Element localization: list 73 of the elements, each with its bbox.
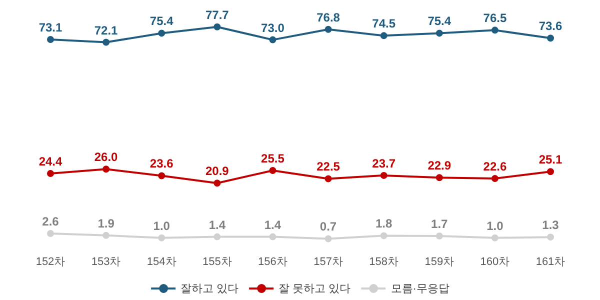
data-label: 1.4 [208,218,226,232]
data-label: 75.4 [150,14,174,28]
data-label: 1.3 [542,218,560,232]
point [324,26,332,33]
data-label: 1.0 [486,218,504,233]
data-label: 73.1 [38,20,63,35]
data-label: 72.1 [94,23,118,38]
point [269,233,276,240]
data-label: 20.9 [205,164,230,178]
data-label: 0.7 [320,220,337,234]
data-label: 25.5 [261,151,285,166]
legend-label: 모름·무응답 [390,282,450,296]
data-label: 22.9 [428,158,452,173]
point [158,172,166,180]
x-tick-label: 156차 [258,256,288,268]
point [269,36,276,44]
x-tick-label: 155차 [202,256,232,268]
point [547,234,554,241]
data-label: 73.6 [538,19,563,34]
point [324,175,332,182]
point [491,234,498,242]
point [324,235,332,242]
x-tick-label: 160차 [480,256,510,268]
point [47,230,54,237]
x-tick-label: 154차 [146,256,176,268]
point [436,30,443,37]
point [102,38,110,46]
x-tick-label: 157차 [314,256,343,268]
data-label: 22.5 [316,160,340,174]
data-label: 1.4 [264,218,282,232]
point [47,36,54,44]
x-tick-label: 161차 [536,256,566,268]
data-label: 1.7 [431,216,448,231]
point [158,30,166,37]
point [102,166,110,173]
data-label: 1.0 [153,218,170,233]
point [380,32,388,40]
data-label: 23.6 [150,156,174,171]
point [547,34,554,42]
x-tick-label: 153차 [91,256,121,268]
point [158,234,166,242]
point [436,232,443,240]
data-label: 73.0 [261,20,285,35]
data-label: 2.6 [42,214,60,228]
data-label: 76.8 [316,10,340,24]
point [214,180,221,187]
point [436,174,443,182]
x-tick-label: 159차 [424,256,454,268]
x-tick-label: 158차 [369,256,399,268]
point [102,232,110,239]
data-label: 23.7 [372,156,396,170]
point [491,26,498,34]
point [491,174,498,182]
point [380,172,388,179]
data-label: 26.0 [94,150,118,164]
point [47,170,54,178]
data-label: 77.7 [205,8,230,22]
point [269,166,276,174]
data-label: 75.4 [428,14,452,28]
point [380,232,388,240]
point [214,233,221,240]
data-label: 76.5 [483,11,507,26]
data-label: 24.4 [38,154,63,169]
legend-label: 잘하고 있다 [180,282,239,296]
data-label: 74.5 [372,16,396,31]
point [214,23,221,30]
point [547,168,554,176]
x-tick-label: 152차 [36,256,66,268]
data-label: 1.8 [375,216,392,231]
data-label: 25.1 [538,152,563,167]
legend-label: 잘 못하고 있다 [278,282,351,296]
data-label: 1.9 [98,216,115,230]
data-label: 22.6 [483,159,507,174]
